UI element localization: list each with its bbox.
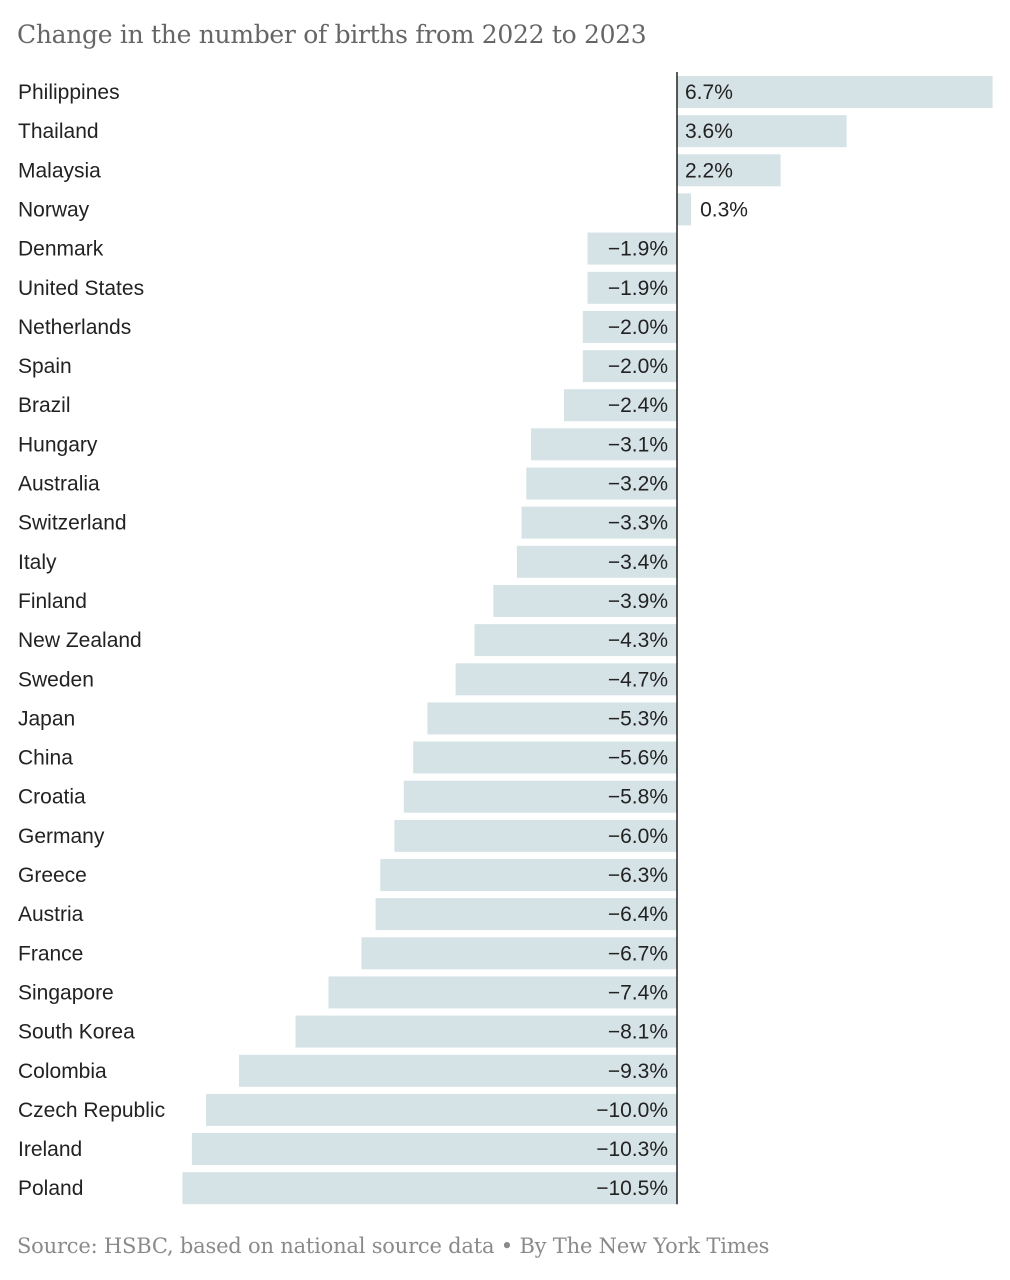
bar-singapore	[328, 976, 677, 1009]
category-label-germany: Germany	[18, 825, 105, 848]
category-label-south-korea: South Korea	[18, 1021, 135, 1044]
value-label-new-zealand: −4.3%	[608, 629, 668, 652]
bar-sweden	[455, 663, 677, 696]
bar-japan	[427, 702, 677, 735]
bar-switzerland	[521, 506, 677, 539]
bar-united-states	[587, 271, 677, 304]
bar-new-zealand	[474, 624, 677, 657]
bar-south-korea	[295, 1015, 677, 1048]
value-labels-group: 6.7% 3.6% 2.2% 0.3% −1.9% −1.9% −2.0% −2.0% −2.4…	[596, 81, 748, 1200]
value-label-france: −6.7%	[608, 942, 668, 965]
category-label-switzerland: Switzerland	[18, 512, 127, 535]
category-label-australia: Australia	[18, 473, 100, 496]
bar-thailand	[677, 115, 847, 148]
value-label-greece: −6.3%	[608, 864, 668, 887]
category-label-new-zealand: New Zealand	[18, 629, 142, 652]
bar-czech-republic	[206, 1093, 677, 1126]
category-label-united-states: United States	[18, 277, 144, 300]
category-label-austria: Austria	[18, 903, 84, 926]
category-label-italy: Italy	[18, 551, 57, 574]
value-label-poland: −10.5%	[596, 1177, 668, 1200]
category-label-hungary: Hungary	[18, 433, 98, 456]
bar-ireland	[191, 1133, 677, 1165]
value-label-hungary: −3.1%	[608, 433, 668, 456]
value-label-brazil: −2.4%	[608, 394, 668, 417]
value-label-japan: −5.3%	[608, 707, 668, 730]
value-label-south-korea: −8.1%	[608, 1021, 668, 1044]
value-label-united-states: −1.9%	[608, 277, 668, 300]
bar-china	[413, 741, 677, 774]
bar-greece	[380, 859, 677, 891]
value-label-philippines: 6.7%	[685, 81, 733, 104]
bar-spain	[582, 350, 677, 383]
value-label-austria: −6.4%	[608, 903, 668, 926]
value-label-croatia: −5.8%	[608, 786, 668, 809]
category-label-singapore: Singapore	[18, 981, 114, 1004]
bar-croatia	[403, 780, 677, 813]
bar-poland	[182, 1172, 677, 1205]
value-label-netherlands: −2.0%	[608, 316, 668, 339]
category-label-colombia: Colombia	[18, 1060, 107, 1083]
category-label-denmark: Denmark	[18, 238, 104, 261]
value-label-switzerland: −3.3%	[608, 512, 668, 535]
category-label-china: China	[18, 747, 73, 770]
category-label-greece: Greece	[18, 864, 87, 887]
value-label-spain: −2.0%	[608, 355, 668, 378]
category-label-norway: Norway	[18, 198, 90, 221]
bar-norway	[677, 193, 692, 226]
bar-denmark	[587, 232, 677, 265]
value-label-norway: 0.3%	[700, 198, 748, 221]
bar-brazil	[564, 389, 677, 422]
value-label-colombia: −9.3%	[608, 1060, 668, 1083]
value-label-singapore: −7.4%	[608, 981, 668, 1004]
category-label-japan: Japan	[18, 707, 75, 730]
category-label-finland: Finland	[18, 590, 87, 613]
category-label-czech-republic: Czech Republic	[18, 1099, 165, 1122]
bar-finland	[493, 585, 677, 617]
value-label-sweden: −4.7%	[608, 668, 668, 691]
category-label-thailand: Thailand	[18, 120, 99, 143]
category-label-poland: Poland	[18, 1177, 83, 1200]
bar-philippines	[677, 76, 993, 108]
category-label-croatia: Croatia	[18, 786, 86, 809]
bars-group	[182, 76, 993, 1205]
bar-germany	[394, 819, 677, 852]
chart-title: Change in the number of births from 2022…	[17, 20, 647, 49]
source-footer: Source: HSBC, based on national source d…	[17, 1234, 770, 1258]
value-label-denmark: −1.9%	[608, 238, 668, 261]
category-label-ireland: Ireland	[18, 1138, 82, 1161]
value-label-malaysia: 2.2%	[685, 159, 733, 182]
value-label-italy: −3.4%	[608, 551, 668, 574]
category-label-spain: Spain	[18, 355, 72, 378]
value-label-thailand: 3.6%	[685, 120, 733, 143]
category-label-brazil: Brazil	[18, 394, 71, 417]
value-label-germany: −6.0%	[608, 825, 668, 848]
category-label-france: France	[18, 942, 83, 965]
category-label-malaysia: Malaysia	[18, 159, 101, 182]
bar-australia	[526, 467, 677, 500]
bar-malaysia	[677, 154, 781, 187]
bar-italy	[516, 545, 677, 578]
bar-france	[361, 937, 677, 970]
category-label-sweden: Sweden	[18, 668, 94, 691]
category-labels-group: Philippines Thailand Malaysia Norway Denmark…	[18, 81, 165, 1200]
bar-hungary	[531, 428, 677, 461]
value-label-china: −5.6%	[608, 747, 668, 770]
category-label-philippines: Philippines	[18, 81, 120, 104]
value-label-australia: −3.2%	[608, 473, 668, 496]
value-label-czech-republic: −10.0%	[596, 1099, 668, 1122]
category-label-netherlands: Netherlands	[18, 316, 131, 339]
bar-netherlands	[582, 310, 677, 343]
bar-colombia	[239, 1054, 677, 1087]
value-label-ireland: −10.3%	[596, 1138, 668, 1161]
bar-austria	[375, 898, 677, 931]
value-label-finland: −3.9%	[608, 590, 668, 613]
